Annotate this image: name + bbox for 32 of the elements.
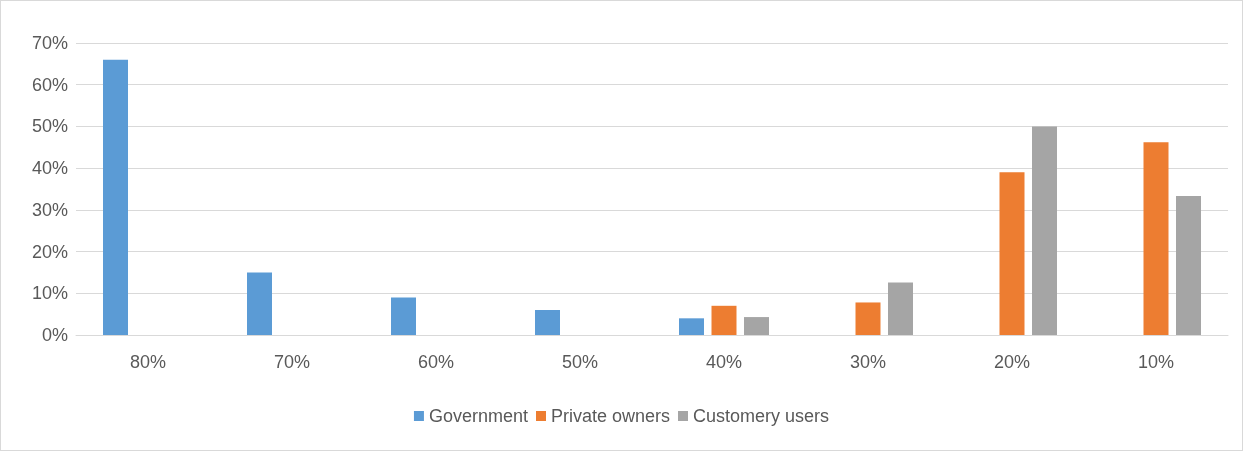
x-tick-label: 10% (1137, 352, 1175, 372)
y-tick-label: 0% (41, 325, 68, 345)
bar (1143, 142, 1169, 335)
legend-label: Customery users (693, 406, 830, 426)
bar (744, 317, 769, 335)
x-tick-label: 30% (849, 352, 887, 372)
bar (103, 59, 128, 335)
bar (855, 302, 881, 335)
x-tick-label: 20% (993, 352, 1031, 372)
bar (999, 172, 1025, 335)
bar (391, 297, 416, 335)
y-tick-label: 70% (31, 33, 68, 53)
bar (1176, 196, 1201, 335)
y-tick-label: 20% (31, 241, 68, 262)
bar (247, 272, 272, 335)
bar (888, 282, 913, 335)
legend-label: Private owners (550, 406, 671, 426)
bar (1032, 126, 1057, 335)
y-tick-label: 30% (31, 199, 68, 220)
x-tick-label: 50% (561, 352, 599, 372)
x-tick-label: 70% (273, 352, 311, 372)
y-tick-label: 60% (31, 74, 68, 95)
bar (711, 305, 737, 335)
legend-label: Government (428, 406, 528, 426)
y-tick-label: 10% (31, 283, 68, 304)
y-tick-label: 50% (31, 116, 68, 137)
x-tick-label: 80% (129, 352, 167, 372)
bar (679, 318, 704, 335)
x-tick-label: 60% (417, 352, 455, 372)
y-tick-label: 40% (31, 158, 68, 179)
x-tick-label: 40% (705, 352, 743, 372)
bar (535, 309, 560, 335)
